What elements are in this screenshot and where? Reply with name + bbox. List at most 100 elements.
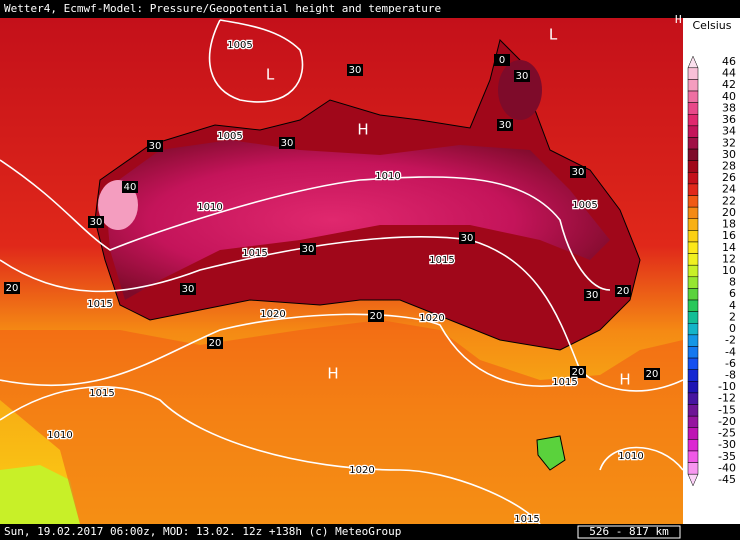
- legend-swatch: [687, 137, 699, 150]
- isobar-label: 1010: [375, 171, 400, 182]
- legend-label: 4: [729, 299, 736, 312]
- legend-swatch: [687, 102, 699, 115]
- legend-label: -8: [725, 369, 736, 382]
- header-title: Wetter4, Ecmwf-Model: Pressure/Geopotent…: [4, 2, 441, 15]
- isobar-label: 1015: [89, 388, 114, 399]
- label-box: [4, 282, 20, 294]
- legend-swatch: [687, 206, 699, 219]
- label-box: [459, 232, 475, 244]
- cool-area: [0, 465, 80, 524]
- legend-label: 0: [729, 322, 736, 335]
- label-box: [180, 283, 196, 295]
- footer-text: Sun, 19.02.2017 06:00z, MOD: 13.02. 12z …: [4, 525, 401, 538]
- legend-label: 44: [722, 67, 736, 80]
- isotherm-label: 20: [572, 367, 585, 378]
- isobar-label: 1015: [242, 248, 267, 259]
- warm-sea: [0, 320, 683, 524]
- isotherm-label: 30: [302, 244, 315, 255]
- isotherm-label: 30: [572, 167, 585, 178]
- label-box: [570, 166, 586, 178]
- legend-swatch: [687, 404, 699, 417]
- isotherm-label: 40: [124, 182, 137, 193]
- isotherm-label: 20: [209, 338, 222, 349]
- hot-spot: [498, 60, 542, 120]
- legend-swatch: [687, 218, 699, 231]
- legend-swatch: [687, 160, 699, 173]
- legend-swatch: [687, 473, 699, 487]
- isotherm-label: 30: [499, 120, 512, 131]
- legend-label: 22: [722, 194, 736, 207]
- legend-swatch: [687, 114, 699, 127]
- legend-swatch: [687, 415, 699, 428]
- legend-swatch: [687, 334, 699, 347]
- legend-label: -4: [725, 345, 736, 358]
- label-box: [584, 289, 600, 301]
- legend-swatch: [687, 230, 699, 243]
- legend-swatch: [687, 125, 699, 138]
- isotherm-label: 30: [586, 290, 599, 301]
- legend-label: 28: [722, 160, 736, 173]
- legend-label: -35: [718, 450, 736, 463]
- legend-label: 10: [722, 264, 736, 277]
- legend-swatch: [687, 462, 699, 475]
- isobar-label: 1010: [47, 430, 72, 441]
- pressure-center: H: [327, 365, 338, 383]
- legend-label: -20: [718, 415, 736, 428]
- legend-label: 34: [722, 125, 736, 138]
- label-box: [570, 366, 586, 378]
- pressure-center: L: [266, 66, 275, 84]
- isotherm-label: 20: [370, 311, 383, 322]
- isotherm-label: 20: [646, 369, 659, 380]
- isobar-label: 1005: [572, 200, 597, 211]
- isobars: [0, 19, 684, 525]
- scale-box: [577, 525, 681, 539]
- label-box: [147, 140, 163, 152]
- legend-swatch: [687, 67, 699, 80]
- isotherm-label: 30: [516, 71, 529, 82]
- label-box: [644, 368, 660, 380]
- legend-swatch: [687, 148, 699, 161]
- legend-swatch: [687, 195, 699, 208]
- label-box: [514, 70, 530, 82]
- legend-label: 46: [722, 55, 736, 68]
- isotherm-label: 30: [90, 217, 103, 228]
- label-box: [300, 243, 316, 255]
- legend-label: 6: [729, 287, 736, 300]
- legend-label: -25: [718, 427, 736, 440]
- legend-label: 24: [722, 183, 736, 196]
- island: [536, 435, 566, 471]
- pressure-center: L: [549, 26, 558, 44]
- legend-label: -40: [718, 461, 736, 474]
- corner-marker: H: [675, 13, 682, 26]
- legend-swatch: [687, 427, 699, 440]
- isobar-label: 1010: [197, 202, 222, 213]
- legend-label: -45: [718, 473, 736, 486]
- legend-label: 20: [722, 206, 736, 219]
- legend-label: 18: [722, 218, 736, 231]
- legend-swatch: [687, 253, 699, 266]
- label-box: [88, 216, 104, 228]
- legend-swatch: [687, 381, 699, 394]
- legend-label: -2: [725, 334, 736, 347]
- legend-label: -10: [718, 380, 736, 393]
- legend-label: 14: [722, 241, 736, 254]
- legend-swatch: [687, 299, 699, 312]
- legend-swatch: [687, 439, 699, 452]
- label-box: [347, 64, 363, 76]
- legend-swatch: [687, 183, 699, 196]
- scale-text: 526 - 817 km: [589, 525, 669, 538]
- isobar-label: 1005: [227, 40, 252, 51]
- label-box: [207, 337, 223, 349]
- header-bar: [0, 0, 740, 18]
- legend-swatch: [687, 276, 699, 289]
- legend-label: 2: [729, 310, 736, 323]
- isobar-label: 1015: [429, 255, 454, 266]
- legend-swatch: [687, 90, 699, 103]
- legend-label: 38: [722, 101, 736, 114]
- legend-swatch: [687, 450, 699, 463]
- legend-label: 12: [722, 252, 736, 265]
- isobar-label: 1015: [514, 514, 539, 525]
- isobar-label: 1020: [260, 309, 285, 320]
- legend-label: -30: [718, 438, 736, 451]
